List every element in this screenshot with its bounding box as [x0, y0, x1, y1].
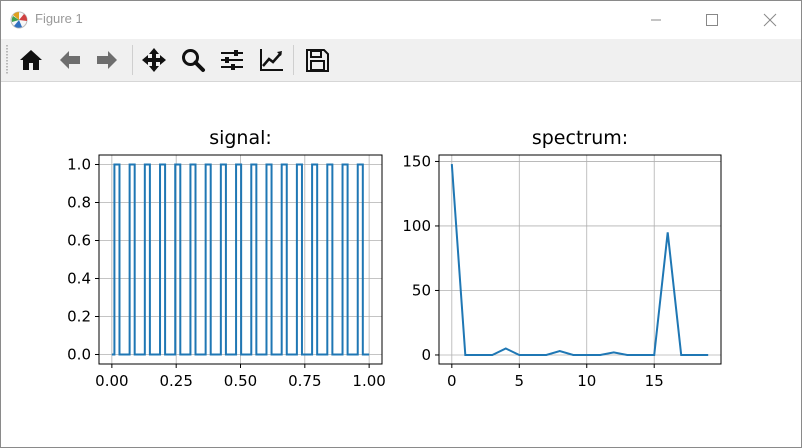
- series-line: [450, 163, 709, 356]
- toolbar-separator: [293, 45, 294, 75]
- matplotlib-logo-icon: [10, 11, 28, 29]
- minimize-button[interactable]: [633, 1, 679, 39]
- save-button[interactable]: [301, 43, 333, 77]
- home-icon: [20, 50, 42, 70]
- edit-axis-button[interactable]: [255, 43, 287, 77]
- navigation-toolbar: [1, 39, 801, 82]
- magnifier-icon: [182, 49, 205, 72]
- home-button[interactable]: [15, 43, 47, 77]
- x-tick-label: 15: [645, 372, 664, 390]
- y-tick-label: 0.6: [67, 232, 91, 250]
- x-tick-label: 1.00: [352, 372, 385, 390]
- y-tick-label: 0.0: [67, 346, 91, 364]
- minimize-icon: [651, 19, 661, 21]
- y-tick-label: 0: [421, 346, 431, 364]
- sliders-icon: [221, 50, 243, 70]
- x-tick-label: 0.00: [95, 372, 128, 390]
- close-icon: [763, 13, 777, 27]
- toolbar-separator: [132, 45, 133, 75]
- maximize-button[interactable]: [689, 1, 735, 39]
- forward-button[interactable]: [91, 43, 123, 77]
- y-tick-label: 150: [402, 152, 431, 170]
- y-tick-label: 50: [412, 281, 431, 299]
- x-tick-label: 0.75: [288, 372, 321, 390]
- figure-svg: signal: 0.00 0.25 0.50 0.75 1.000.00.20.40.6…: [67, 127, 722, 390]
- y-tick-label: 1.0: [67, 156, 91, 174]
- arrow-right-icon: [97, 51, 117, 69]
- x-tick-label: 5: [515, 372, 525, 390]
- x-tick-label: 0: [447, 372, 457, 390]
- y-tick-label: 100: [402, 217, 431, 235]
- toolbar-grip[interactable]: [6, 45, 8, 75]
- x-tick-label: 0.50: [224, 372, 257, 390]
- y-tick-label: 0.8: [67, 194, 91, 212]
- y-tick-label: 0.4: [67, 270, 91, 288]
- back-button[interactable]: [54, 43, 86, 77]
- y-tick-label: 0.2: [67, 308, 91, 326]
- maximize-icon: [706, 14, 718, 26]
- series-line: [111, 163, 370, 356]
- axes-frame: [438, 154, 722, 365]
- floppy-disk-icon: [306, 49, 329, 72]
- x-tick-label: 10: [577, 372, 596, 390]
- arrow-left-icon: [60, 51, 80, 69]
- pan-button[interactable]: [138, 43, 170, 77]
- chart-line-icon: [260, 49, 283, 71]
- window-title: Figure 1: [35, 11, 83, 26]
- move-arrows-icon: [142, 48, 166, 72]
- title-bar[interactable]: Figure 1: [1, 1, 801, 39]
- chart-title: signal:: [209, 127, 272, 149]
- x-tick-label: 0.25: [159, 372, 192, 390]
- zoom-button[interactable]: [177, 43, 209, 77]
- chart-title: spectrum:: [532, 127, 628, 149]
- figure-canvas[interactable]: signal: 0.00 0.25 0.50 0.75 1.00 0.0 0.2 0.4 0.6…: [1, 82, 801, 447]
- chart-signal: signal: 0.00 0.25 0.50 0.75 1.00 0.0 0.2 0.4 0.6…: [67, 127, 386, 390]
- configure-subplots-button[interactable]: [216, 43, 248, 77]
- close-button[interactable]: [747, 1, 793, 39]
